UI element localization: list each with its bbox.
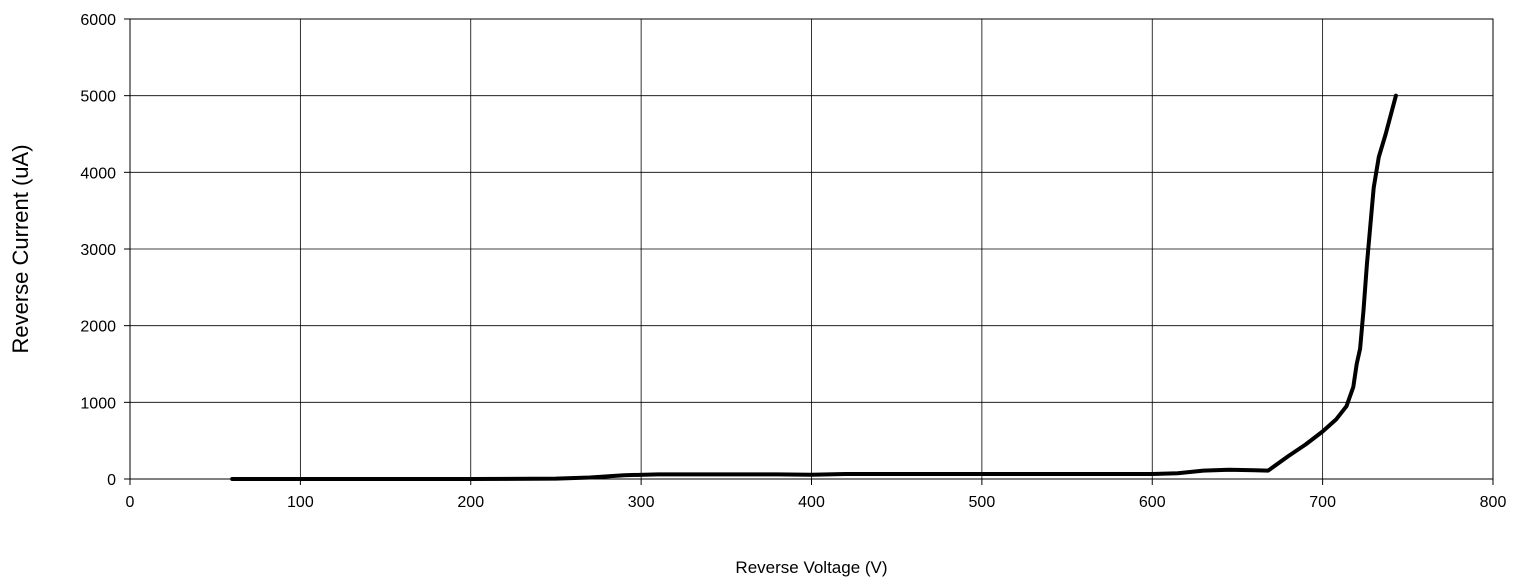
x-tick-label: 0	[126, 494, 135, 511]
x-tick-label: 500	[969, 494, 996, 511]
x-tick-label: 700	[1309, 494, 1336, 511]
x-tick-label: 800	[1480, 494, 1507, 511]
x-axis-title: Reverse Voltage (V)	[735, 558, 887, 577]
y-tick-label: 0	[107, 472, 116, 489]
y-axis-title: Reverse Current (uA)	[8, 144, 33, 353]
x-axis-ticks: 0 100 200 300 400 500 600 700 800	[126, 479, 1507, 511]
x-tick-label: 100	[287, 494, 314, 511]
y-tick-label: 4000	[80, 165, 116, 182]
x-tick-label: 400	[798, 494, 825, 511]
x-tick-label: 200	[457, 494, 484, 511]
x-tick-label: 300	[628, 494, 655, 511]
x-tick-label: 600	[1139, 494, 1166, 511]
series-line	[230, 93, 1398, 481]
grid	[129, 18, 1494, 480]
y-tick-label: 5000	[80, 89, 116, 106]
y-tick-label: 2000	[80, 319, 116, 336]
y-tick-label: 6000	[80, 12, 116, 29]
y-tick-label: 1000	[80, 395, 116, 412]
y-axis-ticks: 0 1000 2000 3000 4000 5000 6000	[80, 12, 130, 489]
y-tick-label: 3000	[80, 242, 116, 259]
